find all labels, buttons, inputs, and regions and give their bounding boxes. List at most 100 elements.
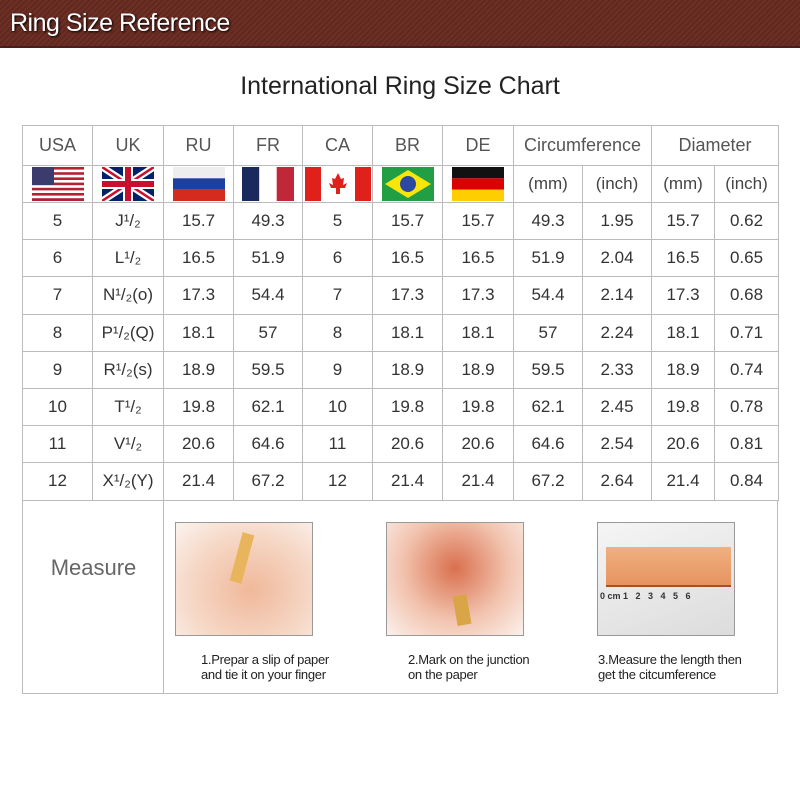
table-cell: 1.95 [581, 201, 653, 241]
table-cell: 19.8 [442, 387, 514, 427]
table-cell: 57 [513, 313, 583, 352]
table-cell: 0.81 [714, 425, 780, 464]
canada-flag-icon [304, 167, 371, 201]
caption-line: 2.Mark on the junction [408, 652, 530, 667]
circumference-mm: (mm) [513, 165, 583, 203]
table-cell: 6 [302, 239, 373, 278]
table-cell: 19.8 [651, 387, 716, 427]
table-cell: 19.8 [163, 387, 234, 427]
table-cell: 10 [302, 387, 373, 427]
step-1-caption: 1.Prepar a slip of paper and tie it on yo… [201, 652, 329, 682]
table-cell: 62.1 [513, 387, 583, 427]
table-cell: 15.7 [163, 201, 234, 241]
table-cell: 54.4 [513, 276, 583, 315]
table-cell: 7 [22, 276, 93, 315]
circumference-inch: (inch) [581, 165, 653, 203]
caption-line: and tie it on your finger [201, 667, 326, 682]
table-cell: 0.84 [714, 462, 780, 501]
step-2-caption: 2.Mark on the junction on the paper [408, 652, 530, 682]
hand-mark-paper-image [386, 522, 524, 636]
table-cell: 6 [22, 239, 93, 278]
table-cell: 0.65 [714, 239, 780, 278]
table-cell: 15.7 [372, 201, 443, 241]
col-de: DE [442, 125, 514, 166]
table-cell: 51.9 [233, 239, 303, 278]
caption-line: on the paper [408, 667, 478, 682]
measure-section: Measure 0 cm 1 2 3 4 5 6 1.Prepar a slip… [22, 500, 778, 694]
table-cell: 18.9 [372, 350, 443, 389]
table-cell: 20.6 [163, 425, 234, 464]
table-cell: 9 [22, 350, 93, 389]
table-cell: 20.6 [651, 425, 716, 464]
table-row: 5 J¹/₂ 15.7 49.3 5 15.7 15.7 49.3 1.95 15.7 0.62 [22, 201, 780, 241]
table-cell: 0.68 [714, 276, 780, 315]
table-cell: 2.33 [581, 350, 653, 389]
table-cell: 0.74 [714, 350, 780, 389]
step-3-caption: 3.Measure the length then get the citcumf… [598, 652, 742, 682]
table-row: 11 V¹/₂ 20.6 64.6 11 20.6 20.6 64.6 2.54 20.6 0.81 [22, 425, 780, 464]
table-cell: 67.2 [513, 462, 583, 501]
uk-flag-icon [102, 167, 154, 201]
table-cell: 15.7 [651, 201, 716, 241]
col-ru: RU [163, 125, 234, 166]
caption-line: get the citcumference [598, 667, 716, 682]
table-cell: N¹/₂(o) [92, 276, 164, 315]
table-cell: T¹/₂ [92, 387, 164, 427]
table-cell: P¹/₂(Q) [92, 313, 164, 352]
table-cell: 16.5 [651, 239, 716, 278]
table-cell: 0.62 [714, 201, 780, 241]
table-cell: 16.5 [163, 239, 234, 278]
table-row: 9 R¹/₂(s) 18.9 59.5 9 18.9 18.9 59.5 2.33 18.9 0.7… [22, 350, 780, 389]
table-cell: 59.5 [233, 350, 303, 389]
table-cell: 64.6 [233, 425, 303, 464]
table-cell: 16.5 [372, 239, 443, 278]
table-cell: J¹/₂ [92, 201, 164, 241]
table-cell: 17.3 [372, 276, 443, 315]
table-cell: 7 [302, 276, 373, 315]
table-row: 10 T¹/₂ 19.8 62.1 10 19.8 19.8 62.1 2.45 19.8 0.78 [22, 387, 780, 427]
table-cell: 49.3 [233, 201, 303, 241]
table-cell: 12 [302, 462, 373, 501]
table-cell: 21.4 [372, 462, 443, 501]
caption-line: 1.Prepar a slip of paper [201, 652, 329, 667]
table-cell: 49.3 [513, 201, 583, 241]
table-cell: 19.8 [372, 387, 443, 427]
hand-wrap-paper-image [175, 522, 313, 636]
table-cell: 9 [302, 350, 373, 389]
table-cell: 8 [302, 313, 373, 352]
table-row: 12 X¹/₂(Y) 21.4 67.2 12 21.4 21.4 67.2 2.64 21.4 0… [22, 462, 780, 501]
table-cell: 54.4 [233, 276, 303, 315]
table-cell: R¹/₂(s) [92, 350, 164, 389]
table-cell: 57 [233, 313, 303, 352]
header-title: Ring Size Reference [10, 9, 230, 37]
table-cell: 2.14 [581, 276, 653, 315]
table-cell: 2.24 [581, 313, 653, 352]
table-cell: 11 [302, 425, 373, 464]
divider [163, 500, 164, 694]
table-cell: 64.6 [513, 425, 583, 464]
table-cell: 16.5 [442, 239, 514, 278]
table-cell: 8 [22, 313, 93, 352]
col-circumference: Circumference [512, 125, 653, 166]
table-cell: 21.4 [442, 462, 514, 501]
diameter-mm: (mm) [651, 165, 716, 203]
table-cell: 18.9 [651, 350, 716, 389]
table-cell: 20.6 [442, 425, 514, 464]
ruler-labels: 0 cm 1 2 3 4 5 6 [600, 591, 691, 601]
table-cell: V¹/₂ [92, 425, 164, 464]
table-cell: 62.1 [233, 387, 303, 427]
russia-flag-icon [172, 167, 225, 201]
table-cell: 67.2 [233, 462, 303, 501]
table-cell: 18.1 [163, 313, 234, 352]
col-usa: USA [22, 125, 93, 166]
table-cell: 18.1 [372, 313, 443, 352]
germany-flag-icon [452, 167, 504, 201]
table-cell: 5 [22, 201, 93, 241]
table-cell: 12 [22, 462, 93, 501]
table-cell: 2.45 [581, 387, 653, 427]
table-cell: X¹/₂(Y) [92, 462, 164, 501]
table-row: 6 L¹/₂ 16.5 51.9 6 16.5 16.5 51.9 2.04 16.5 0.65 [22, 239, 780, 278]
col-fr: FR [233, 125, 303, 166]
usa-flag-icon [31, 167, 84, 201]
table-cell: 21.4 [651, 462, 716, 501]
